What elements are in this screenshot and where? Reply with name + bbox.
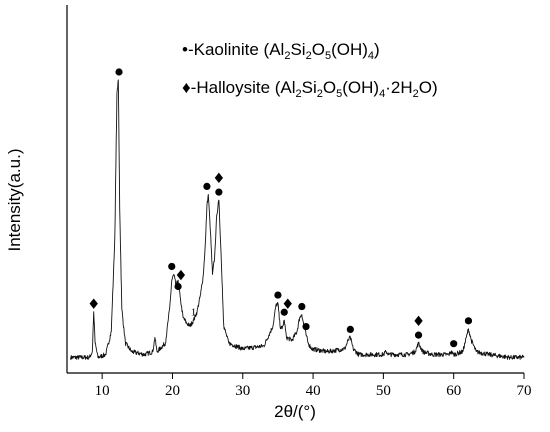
x-tick-label: 30 — [235, 383, 250, 399]
halloysite-marker — [283, 298, 292, 309]
kaolinite-marker — [298, 302, 306, 311]
kaolinite-marker — [280, 308, 288, 316]
peak-annotation: 1 — [191, 306, 197, 318]
legend-halloysite: ♦-Halloysite (Al2Si2O5(OH)4·2H2O) — [182, 78, 438, 100]
halloysite-marker — [89, 298, 98, 309]
y-axis-title: Intensity(a.u.) — [5, 149, 24, 252]
halloysite-marker — [414, 315, 423, 327]
kaolinite-marker — [215, 188, 223, 196]
halloysite-marker — [176, 269, 186, 281]
xrd-pattern-line — [70, 79, 525, 361]
x-tick-label: 60 — [446, 383, 461, 399]
kaolinite-marker — [115, 68, 123, 76]
plot-frame — [66, 5, 524, 374]
kaolinite-marker — [203, 182, 211, 190]
x-axis-ticks — [101, 373, 525, 379]
x-axis-title: 2θ/(°) — [274, 402, 316, 421]
x-tick-label: 20 — [165, 383, 180, 399]
x-tick-label: 70 — [517, 383, 532, 399]
kaolinite-marker — [168, 262, 176, 271]
x-tick-label: 40 — [306, 383, 321, 399]
x-axis-tick-labels: 10 20 30 40 50 60 70 — [95, 383, 532, 399]
kaolinite-marker — [414, 331, 423, 339]
peak-markers — [89, 68, 473, 348]
x-tick-label: 50 — [376, 383, 391, 399]
legend-kaolinite: •-Kaolinite (Al2Si2O5(OH)4) — [182, 40, 380, 62]
kaolinite-marker — [174, 282, 182, 291]
kaolinite-marker — [302, 322, 310, 331]
legend: •-Kaolinite (Al2Si2O5(OH)4) ♦-Halloysite… — [182, 40, 438, 100]
kaolinite-marker — [274, 291, 282, 299]
halloysite-marker — [214, 172, 224, 184]
kaolinite-marker — [450, 340, 458, 348]
kaolinite-marker — [346, 325, 354, 333]
x-tick-label: 10 — [95, 383, 110, 399]
kaolinite-marker — [464, 317, 473, 325]
